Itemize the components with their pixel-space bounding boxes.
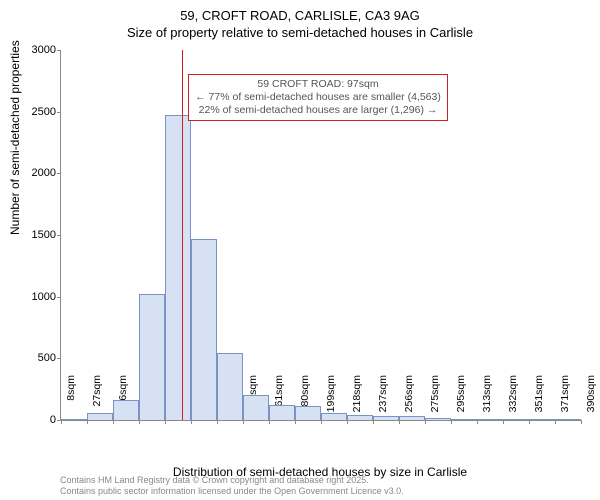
y-axis-label: Number of semi-detached properties <box>8 40 22 235</box>
x-tick-label: 295sqm <box>455 375 467 425</box>
y-tick-mark <box>57 50 61 51</box>
histogram-bar <box>191 239 217 420</box>
x-tick-mark <box>113 420 114 424</box>
chart-container: 59, CROFT ROAD, CARLISLE, CA3 9AG Size o… <box>0 0 600 500</box>
y-tick-label: 2500 <box>16 106 56 118</box>
y-tick-label: 2000 <box>16 167 56 179</box>
histogram-bar <box>425 418 451 420</box>
x-tick-label: 8sqm <box>65 375 77 425</box>
attribution-line-2: Contains public sector information licen… <box>60 486 404 497</box>
y-tick-mark <box>57 235 61 236</box>
histogram-bar <box>373 416 399 420</box>
histogram-bar <box>347 415 373 420</box>
histogram-bar <box>87 413 113 420</box>
y-tick-mark <box>57 112 61 113</box>
histogram-bar <box>139 294 165 420</box>
x-tick-label: 332sqm <box>507 375 519 425</box>
annotation-box: 59 CROFT ROAD: 97sqm← 77% of semi-detach… <box>188 74 448 121</box>
histogram-bar <box>529 419 555 420</box>
y-tick-label: 1500 <box>16 229 56 241</box>
x-tick-mark <box>321 420 322 424</box>
histogram-bar <box>321 413 347 420</box>
y-tick-mark <box>57 297 61 298</box>
y-tick-label: 500 <box>16 352 56 364</box>
histogram-bar <box>269 405 295 420</box>
x-tick-mark <box>581 420 582 424</box>
title-line-1: 59, CROFT ROAD, CARLISLE, CA3 9AG <box>0 8 600 25</box>
y-tick-label: 1000 <box>16 291 56 303</box>
histogram-bar <box>295 406 321 420</box>
chart-title: 59, CROFT ROAD, CARLISLE, CA3 9AG Size o… <box>0 0 600 42</box>
histogram-bar <box>399 416 425 420</box>
attribution-text: Contains HM Land Registry data © Crown c… <box>60 475 404 497</box>
attribution-line-1: Contains HM Land Registry data © Crown c… <box>60 475 404 486</box>
x-tick-label: 351sqm <box>533 375 545 425</box>
x-tick-mark <box>477 420 478 424</box>
y-tick-mark <box>57 173 61 174</box>
annotation-line-1: 59 CROFT ROAD: 97sqm <box>195 78 441 91</box>
x-tick-mark <box>373 420 374 424</box>
x-tick-mark <box>555 420 556 424</box>
plot-region: 0500100015002000250030008sqm27sqm46sqm66… <box>60 50 581 421</box>
x-tick-mark <box>243 420 244 424</box>
x-tick-mark <box>165 420 166 424</box>
x-tick-mark <box>87 420 88 424</box>
chart-area: 0500100015002000250030008sqm27sqm46sqm66… <box>60 50 580 420</box>
histogram-bar <box>451 419 477 420</box>
x-tick-mark <box>451 420 452 424</box>
histogram-bar <box>243 395 269 420</box>
histogram-bar <box>113 400 139 420</box>
histogram-bar <box>165 115 191 420</box>
histogram-bar <box>555 419 581 420</box>
y-tick-label: 0 <box>16 414 56 426</box>
x-tick-mark <box>347 420 348 424</box>
x-tick-mark <box>399 420 400 424</box>
x-tick-mark <box>217 420 218 424</box>
annotation-line-2: ← 77% of semi-detached houses are smalle… <box>195 91 441 104</box>
histogram-bar <box>217 353 243 420</box>
x-tick-mark <box>425 420 426 424</box>
histogram-bar <box>477 419 503 420</box>
x-tick-label: 390sqm <box>585 375 597 425</box>
y-tick-mark <box>57 358 61 359</box>
x-tick-label: 313sqm <box>481 375 493 425</box>
x-tick-mark <box>269 420 270 424</box>
histogram-bar <box>503 419 529 420</box>
x-tick-mark <box>295 420 296 424</box>
x-tick-mark <box>503 420 504 424</box>
title-line-2: Size of property relative to semi-detach… <box>0 25 600 42</box>
annotation-line-3: 22% of semi-detached houses are larger (… <box>195 104 441 117</box>
x-tick-mark <box>61 420 62 424</box>
y-tick-label: 3000 <box>16 44 56 56</box>
property-marker-line <box>182 50 183 420</box>
x-tick-mark <box>139 420 140 424</box>
histogram-bar <box>61 419 87 420</box>
x-tick-label: 371sqm <box>559 375 571 425</box>
x-tick-mark <box>191 420 192 424</box>
x-tick-mark <box>529 420 530 424</box>
